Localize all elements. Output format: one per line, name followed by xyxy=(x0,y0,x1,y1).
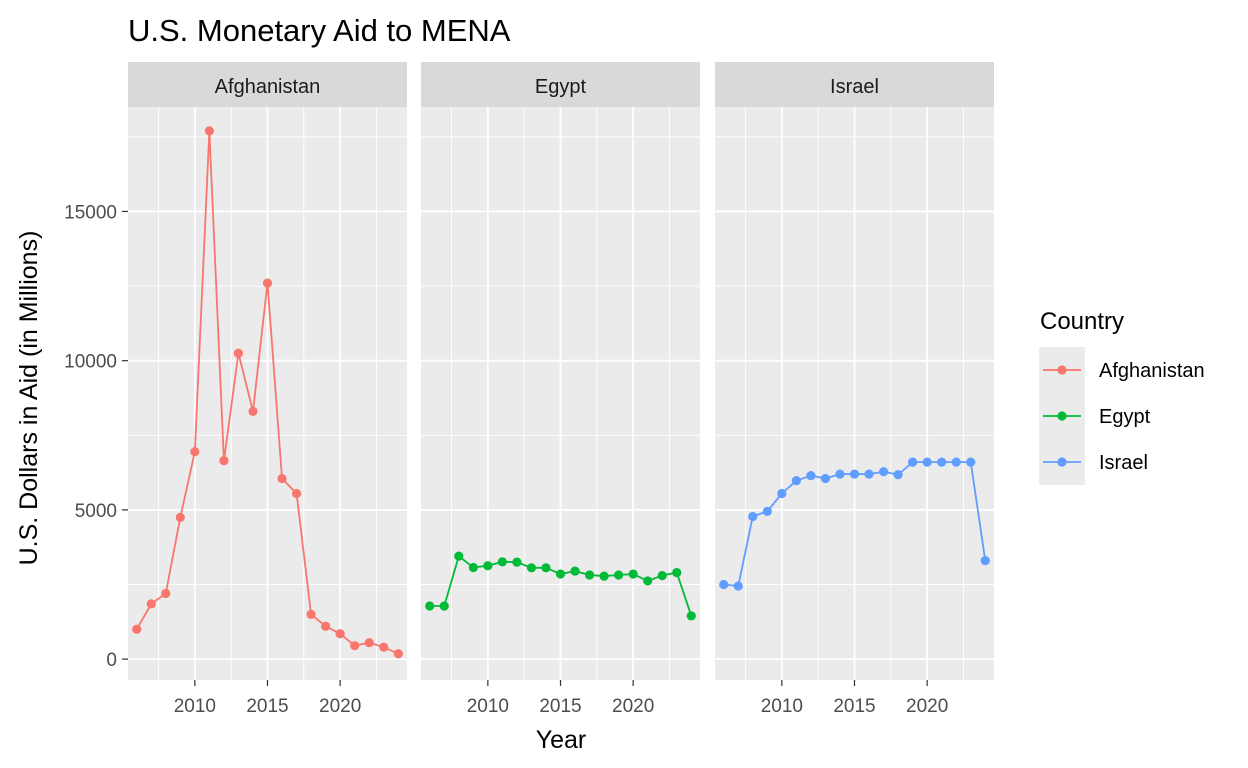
legend-key-point xyxy=(1057,411,1067,421)
y-axis-label: U.S. Dollars in Aid (in Millions) xyxy=(15,231,43,566)
legend-item-egypt: Egypt xyxy=(1039,393,1151,439)
data-point-afghanistan xyxy=(379,642,389,652)
y-tick-label: 5000 xyxy=(75,501,117,522)
data-point-egypt xyxy=(686,611,696,621)
data-point-afghanistan xyxy=(161,588,171,599)
data-point-israel xyxy=(922,457,932,467)
facet-panel-egypt: Egypt xyxy=(421,62,700,680)
x-tick-label: 2020 xyxy=(319,696,361,717)
data-point-egypt xyxy=(570,566,580,576)
data-point-egypt xyxy=(643,576,653,586)
data-point-afghanistan xyxy=(190,447,200,457)
x-tick-label: 2010 xyxy=(174,696,216,717)
x-tick-label: 2015 xyxy=(246,696,288,717)
data-point-egypt xyxy=(468,562,478,573)
data-point-afghanistan xyxy=(306,609,316,619)
y-tick-label: 15000 xyxy=(64,202,117,223)
data-point-afghanistan xyxy=(233,348,244,358)
data-point-israel xyxy=(820,473,831,484)
data-point-afghanistan xyxy=(291,488,302,499)
data-point-afghanistan xyxy=(204,126,214,136)
y-tick-label: 0 xyxy=(106,650,117,671)
data-point-afghanistan xyxy=(175,512,185,522)
legend-item-israel: Israel xyxy=(1039,439,1148,485)
legend-item-label: Afghanistan xyxy=(1099,360,1205,382)
data-point-afghanistan xyxy=(262,278,273,288)
data-point-egypt xyxy=(555,569,566,579)
data-point-afghanistan xyxy=(132,624,142,634)
data-point-afghanistan xyxy=(350,641,360,651)
facet-strip-label: Egypt xyxy=(535,76,587,98)
data-point-israel xyxy=(937,457,947,467)
data-point-egypt xyxy=(614,570,624,580)
facet-strip xyxy=(421,62,700,107)
data-point-israel xyxy=(908,457,918,467)
data-point-israel xyxy=(777,488,787,499)
data-point-egypt xyxy=(512,557,522,567)
x-tick-label: 2010 xyxy=(467,696,509,717)
data-point-israel xyxy=(835,469,845,479)
data-point-israel xyxy=(966,457,976,467)
legend-item-afghanistan: Afghanistan xyxy=(1039,347,1205,393)
legend-item-label: Israel xyxy=(1099,452,1148,474)
data-point-egypt xyxy=(657,570,667,581)
data-point-israel xyxy=(878,467,889,477)
x-tick-label: 2020 xyxy=(612,696,654,717)
data-point-egypt xyxy=(454,551,464,561)
facet-strip-label: Afghanistan xyxy=(215,76,321,98)
legend-key-point xyxy=(1057,457,1067,467)
x-axis-label: Year xyxy=(536,726,587,754)
data-point-israel xyxy=(864,469,874,479)
data-point-egypt xyxy=(526,563,537,573)
data-point-egypt xyxy=(599,571,609,581)
facet-strip-label: Israel xyxy=(830,76,879,98)
legend-key-point xyxy=(1057,365,1067,375)
data-point-egypt xyxy=(497,557,507,567)
y-tick-label: 10000 xyxy=(64,352,117,373)
facet-strip xyxy=(128,62,407,107)
data-point-israel xyxy=(893,470,903,480)
data-point-afghanistan xyxy=(335,629,345,639)
data-point-afghanistan xyxy=(364,638,374,648)
data-point-egypt xyxy=(425,601,435,611)
facet-panel-afghanistan: Afghanistan xyxy=(128,62,407,680)
data-point-afghanistan xyxy=(393,649,403,659)
data-point-egypt xyxy=(439,601,449,611)
chart-title: U.S. Monetary Aid to MENA xyxy=(128,13,511,48)
facet-strip xyxy=(715,62,994,107)
data-point-egypt xyxy=(672,567,682,578)
data-point-israel xyxy=(849,469,860,479)
data-point-israel xyxy=(806,470,816,481)
data-point-egypt xyxy=(584,570,595,580)
data-point-israel xyxy=(980,556,990,566)
x-tick-label: 2010 xyxy=(761,696,803,717)
facet-panels: Afghanistan Egypt Israel xyxy=(128,62,994,680)
data-point-israel xyxy=(748,511,758,522)
data-point-afghanistan xyxy=(146,599,156,609)
facet-panel-israel: Israel xyxy=(715,62,994,680)
data-point-afghanistan xyxy=(321,621,331,631)
data-point-israel xyxy=(791,476,801,486)
x-tick-label: 2020 xyxy=(906,696,948,717)
legend: Country Afghanistan Egypt Israel xyxy=(1039,308,1205,485)
data-point-afghanistan xyxy=(277,473,287,484)
data-point-egypt xyxy=(541,563,551,573)
data-point-egypt xyxy=(628,569,638,579)
data-point-israel xyxy=(951,457,961,467)
data-point-egypt xyxy=(483,561,493,571)
x-tick-label: 2015 xyxy=(833,696,875,717)
data-point-afghanistan xyxy=(248,406,258,417)
legend-title: Country xyxy=(1040,308,1124,335)
y-axis: 0 5000 10000 15000 xyxy=(64,202,128,671)
data-point-afghanistan xyxy=(219,456,229,466)
x-tick-label: 2015 xyxy=(539,696,581,717)
legend-item-label: Egypt xyxy=(1099,406,1151,428)
data-point-israel xyxy=(719,579,729,590)
data-point-israel xyxy=(762,506,772,516)
x-axes: 2010 2015 2020 2010 2015 2020 2010 2015 2020 xyxy=(174,680,948,717)
data-point-israel xyxy=(733,581,743,591)
